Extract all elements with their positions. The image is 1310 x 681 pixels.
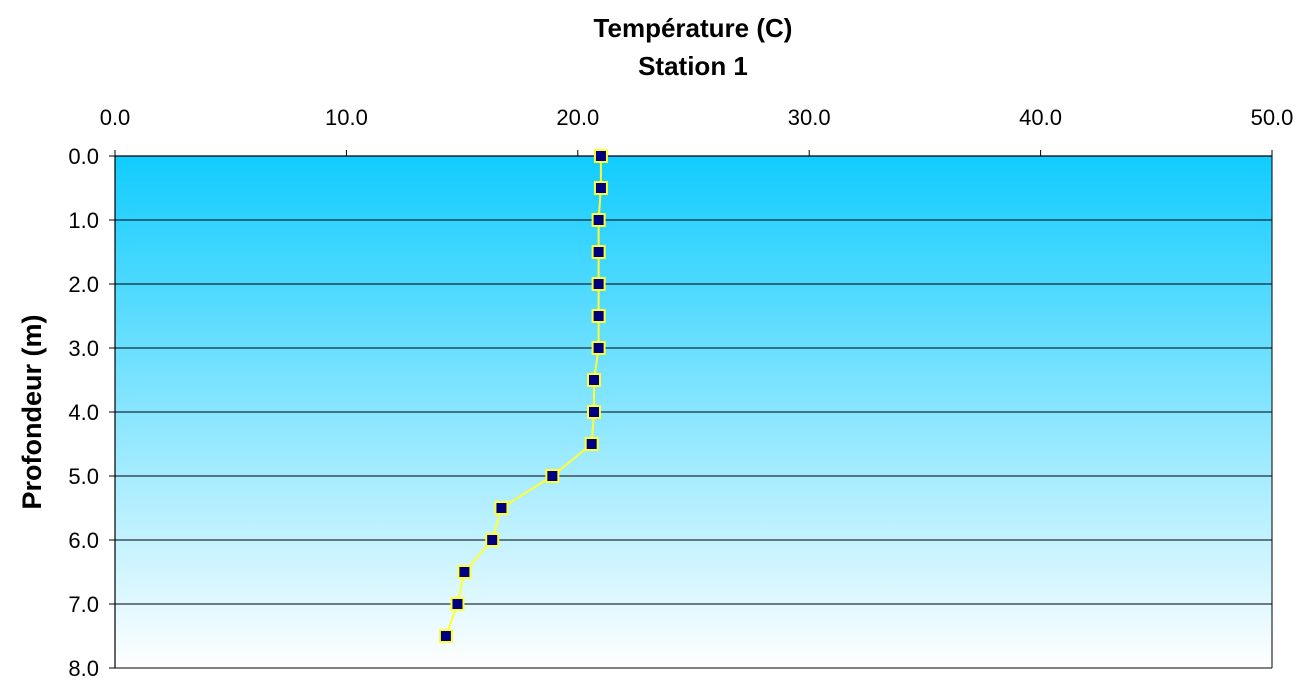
y-tick-label: 5.0 xyxy=(68,464,99,489)
x-tick-label: 40.0 xyxy=(1019,105,1062,130)
data-point xyxy=(584,437,599,451)
data-point xyxy=(591,309,606,323)
axes xyxy=(109,150,1273,669)
data-point xyxy=(586,405,601,419)
chart-subtitle: Station 1 xyxy=(638,51,748,81)
data-series xyxy=(438,149,608,643)
y-tick-label: 3.0 xyxy=(68,336,99,361)
y-tick-label: 8.0 xyxy=(68,656,99,681)
y-tick-label: 6.0 xyxy=(68,528,99,553)
y-axis-title: Profondeur (m) xyxy=(17,315,47,510)
data-point xyxy=(457,565,472,579)
chart-title: Température (C) xyxy=(594,13,793,43)
y-tick-label: 7.0 xyxy=(68,592,99,617)
x-tick-label: 10.0 xyxy=(325,105,368,130)
data-point xyxy=(438,629,453,643)
gridlines xyxy=(115,219,1272,605)
data-point xyxy=(450,597,465,611)
x-tick-label: 30.0 xyxy=(788,105,831,130)
x-tick-label: 50.0 xyxy=(1251,105,1294,130)
data-point xyxy=(591,213,606,227)
y-tick-label: 0.0 xyxy=(68,144,99,169)
data-point xyxy=(593,181,608,195)
data-point xyxy=(591,245,606,259)
data-point xyxy=(591,277,606,291)
x-tick-label: 0.0 xyxy=(100,105,131,130)
y-tick-label: 2.0 xyxy=(68,272,99,297)
series-line xyxy=(444,156,602,637)
data-point xyxy=(591,341,606,355)
data-point xyxy=(494,501,509,515)
data-point xyxy=(593,149,608,163)
data-point xyxy=(485,533,500,547)
y-tick-label: 1.0 xyxy=(68,208,99,233)
data-point xyxy=(545,469,560,483)
y-tick-label: 4.0 xyxy=(68,400,99,425)
data-point xyxy=(586,373,601,387)
tick-labels: 0.0 1.0 2.0 3.0 4.0 5.0 6.0 7.0 8.0 0.0 10.0 20.0 30… xyxy=(68,105,1293,681)
x-tick-label: 20.0 xyxy=(556,105,599,130)
